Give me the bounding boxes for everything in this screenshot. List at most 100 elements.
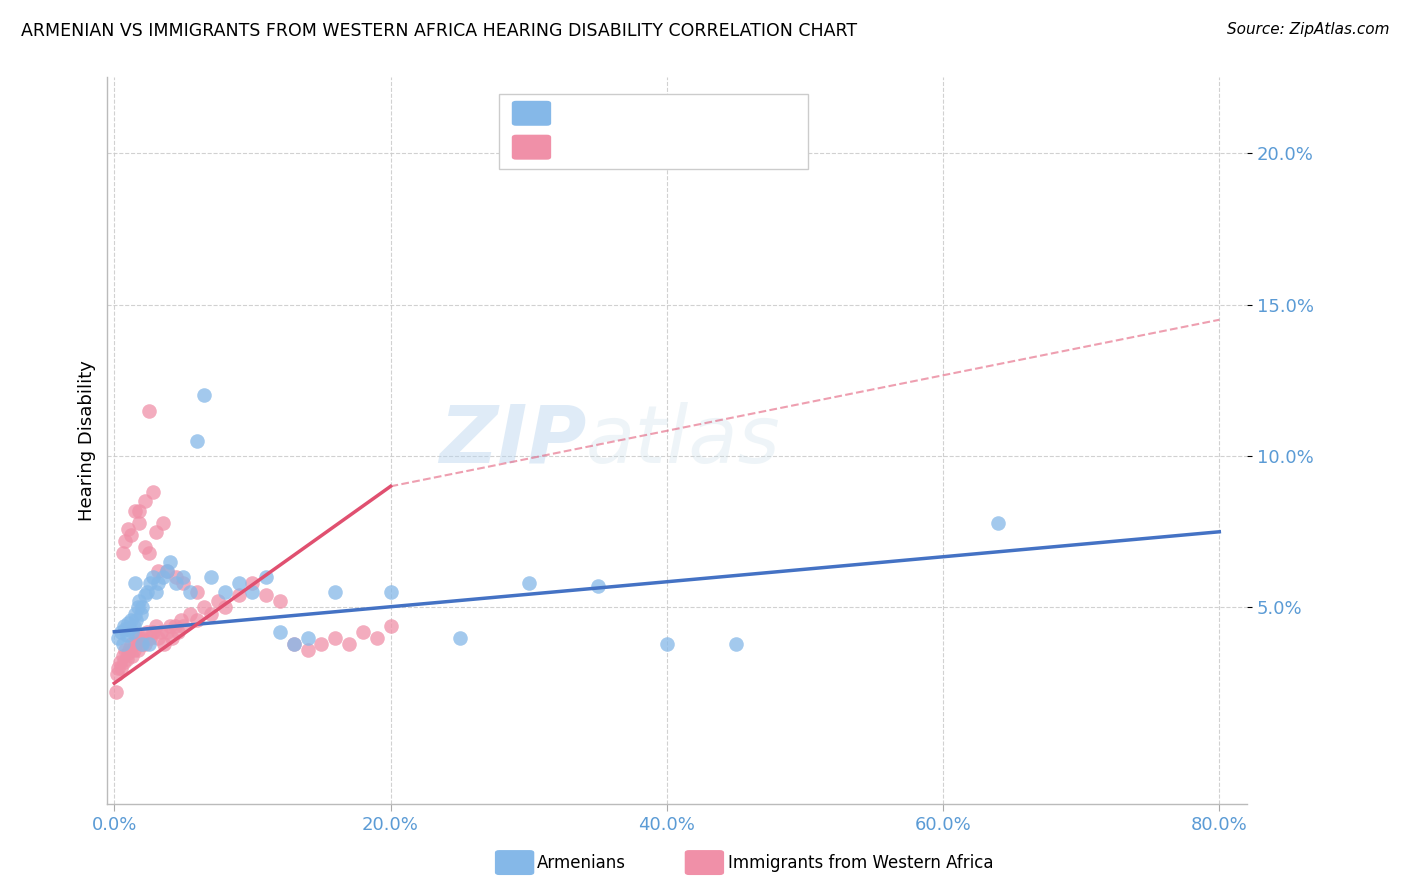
Point xyxy=(162,631,184,645)
Point xyxy=(121,648,143,663)
Point xyxy=(128,503,150,517)
Point xyxy=(145,618,167,632)
Point xyxy=(159,555,181,569)
Point xyxy=(125,613,148,627)
Point xyxy=(323,631,346,645)
Point xyxy=(107,661,129,675)
Point xyxy=(366,631,388,645)
Point xyxy=(129,637,152,651)
Point xyxy=(121,624,143,639)
Point xyxy=(120,637,142,651)
Point xyxy=(380,585,402,599)
Point xyxy=(152,570,174,584)
Point xyxy=(104,685,127,699)
Point xyxy=(165,570,187,584)
Point xyxy=(122,618,145,632)
Point xyxy=(228,576,250,591)
Point xyxy=(118,643,141,657)
Point xyxy=(724,637,747,651)
Point xyxy=(169,613,191,627)
Point xyxy=(200,607,222,621)
Text: R =  0.477: R = 0.477 xyxy=(561,138,657,156)
Point xyxy=(138,403,160,417)
Point xyxy=(517,576,540,591)
Point xyxy=(152,516,174,530)
Point xyxy=(127,643,149,657)
Point xyxy=(207,594,229,608)
Point xyxy=(449,631,471,645)
Point xyxy=(156,564,179,578)
Point xyxy=(138,546,160,560)
Point xyxy=(297,643,319,657)
Text: 50: 50 xyxy=(710,104,735,122)
Point xyxy=(129,607,152,621)
Point xyxy=(214,585,236,599)
Point xyxy=(242,585,264,599)
Point xyxy=(118,622,141,636)
Point xyxy=(148,631,170,645)
Text: N =: N = xyxy=(681,104,720,122)
Y-axis label: Hearing Disability: Hearing Disability xyxy=(79,360,96,521)
Point xyxy=(186,613,208,627)
Point xyxy=(128,631,150,645)
Point xyxy=(134,637,156,651)
Point xyxy=(124,503,146,517)
Text: Source: ZipAtlas.com: Source: ZipAtlas.com xyxy=(1226,22,1389,37)
Point xyxy=(186,434,208,448)
Point xyxy=(124,576,146,591)
Point xyxy=(148,564,170,578)
Point xyxy=(105,667,128,681)
Point xyxy=(172,618,194,632)
Point xyxy=(352,624,374,639)
Point xyxy=(311,637,333,651)
Point xyxy=(283,637,305,651)
Text: atlas: atlas xyxy=(586,402,780,480)
Point xyxy=(186,585,208,599)
Point xyxy=(114,643,136,657)
Text: Immigrants from Western Africa: Immigrants from Western Africa xyxy=(728,854,994,871)
Point xyxy=(120,528,142,542)
Point xyxy=(134,494,156,508)
Point xyxy=(111,648,134,663)
Point xyxy=(142,624,165,639)
Point xyxy=(142,570,165,584)
Text: ZIP: ZIP xyxy=(439,402,586,480)
Point xyxy=(145,524,167,539)
Point xyxy=(586,579,609,593)
Point xyxy=(117,646,139,660)
Point xyxy=(337,637,360,651)
Point xyxy=(172,576,194,591)
Text: N =: N = xyxy=(681,138,720,156)
Point xyxy=(193,600,215,615)
Point xyxy=(125,631,148,645)
Point xyxy=(138,637,160,651)
Point xyxy=(111,546,134,560)
Point xyxy=(139,631,162,645)
Point xyxy=(179,607,201,621)
Point xyxy=(115,652,138,666)
Point xyxy=(117,522,139,536)
Point xyxy=(134,588,156,602)
Point xyxy=(139,576,162,591)
Text: R =  0.152: R = 0.152 xyxy=(561,104,657,122)
Point xyxy=(124,637,146,651)
Point xyxy=(142,485,165,500)
Point xyxy=(269,594,291,608)
Point xyxy=(269,624,291,639)
Point xyxy=(228,588,250,602)
Point xyxy=(120,613,142,627)
Point xyxy=(150,624,173,639)
Point xyxy=(148,576,170,591)
Point xyxy=(380,618,402,632)
Text: Armenians: Armenians xyxy=(537,854,626,871)
Point xyxy=(128,594,150,608)
Point xyxy=(115,628,138,642)
Point xyxy=(134,540,156,554)
Point xyxy=(112,618,135,632)
Point xyxy=(254,588,277,602)
Point xyxy=(297,631,319,645)
Point xyxy=(193,388,215,402)
Point xyxy=(156,564,179,578)
Text: 72: 72 xyxy=(710,138,735,156)
Point xyxy=(117,615,139,630)
